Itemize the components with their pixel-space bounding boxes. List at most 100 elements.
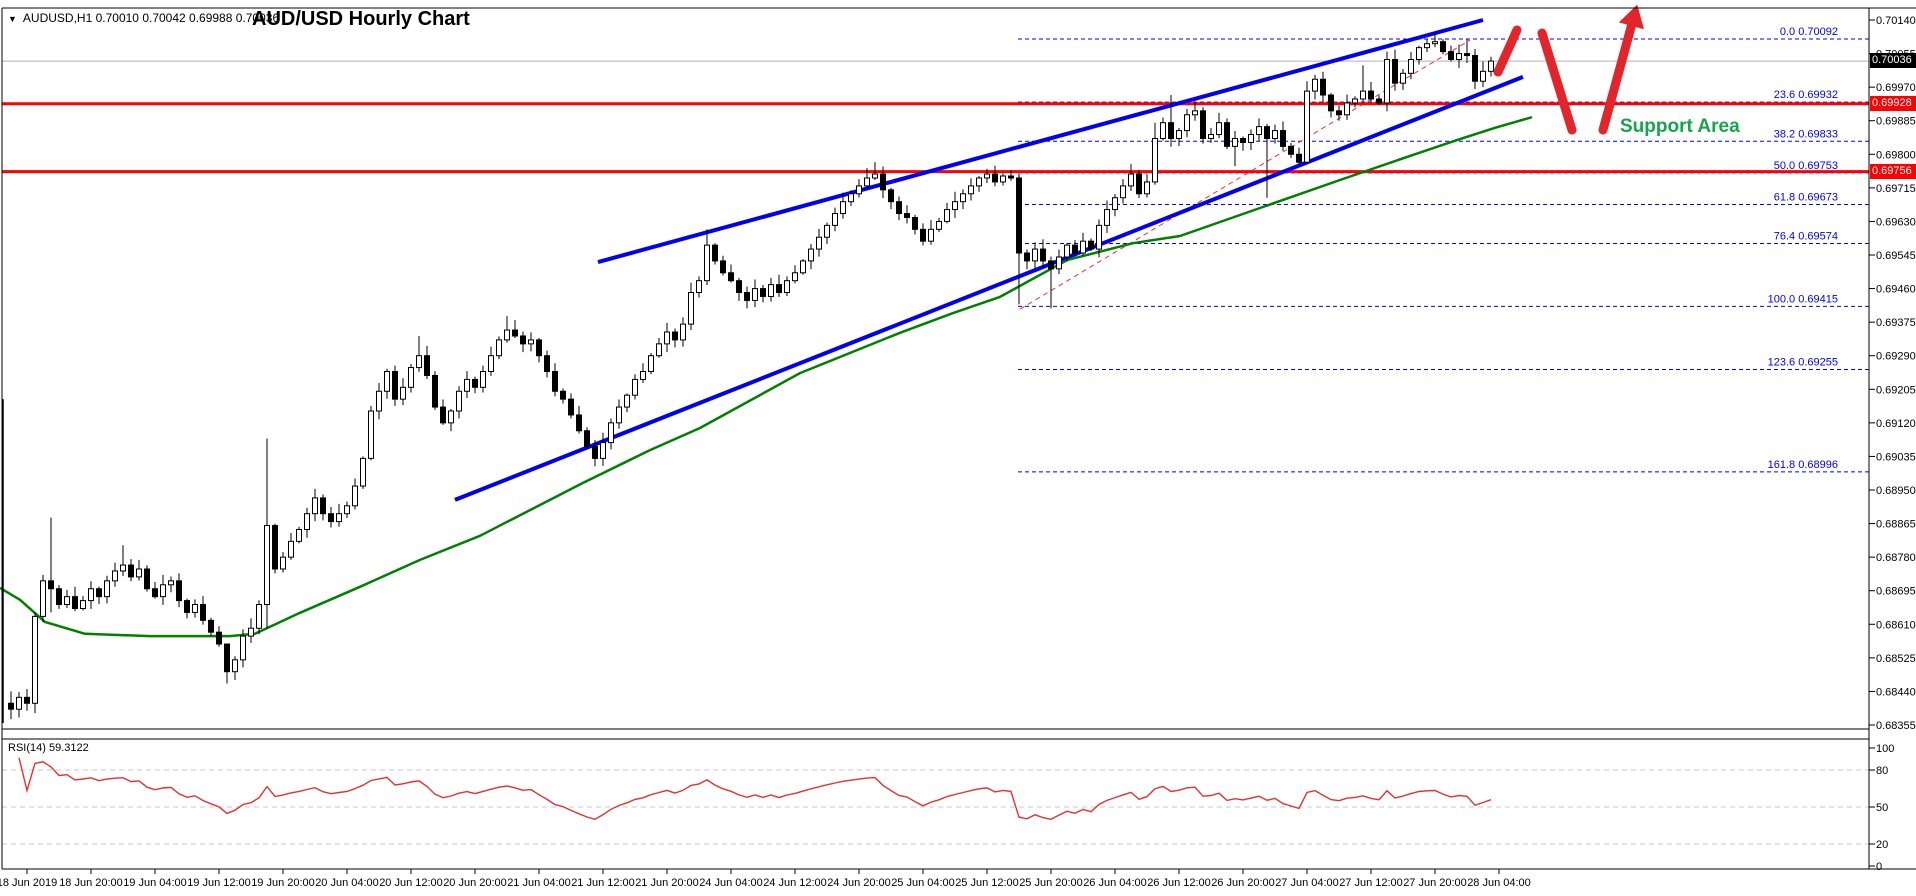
candle-body — [840, 201, 846, 215]
candle-body — [304, 513, 310, 530]
candle-body — [640, 371, 646, 380]
candle-body — [352, 485, 358, 507]
candle-body — [856, 185, 862, 195]
candle-body — [920, 228, 926, 242]
candle-body — [1072, 244, 1078, 254]
candle-body — [704, 244, 710, 282]
candle-body — [1352, 98, 1358, 104]
time-axis-label: 26 Jun 12:00 — [1147, 877, 1211, 889]
candle-body — [960, 193, 966, 203]
candle-body — [720, 260, 726, 274]
price-axis-label: 0.70140 — [1876, 15, 1916, 27]
candle-body — [1184, 114, 1190, 132]
candle-body — [1328, 94, 1334, 112]
chart-title: AUD/USD Hourly Chart — [252, 8, 470, 30]
candle-body — [1216, 122, 1222, 136]
candle-body — [952, 201, 958, 211]
candle-body — [1240, 137, 1246, 143]
candle-body — [1032, 248, 1038, 262]
candle-body — [536, 339, 542, 357]
candle-body — [544, 355, 550, 373]
candle-body — [1488, 60, 1494, 72]
candle-body — [1424, 43, 1430, 49]
candle-body — [152, 588, 158, 598]
candle-body — [872, 173, 878, 179]
candle-body — [1320, 78, 1326, 96]
candle-body — [1168, 122, 1174, 139]
channel-upper-trendline — [597, 18, 1484, 265]
candle-body — [552, 371, 558, 392]
candle-body — [16, 696, 22, 710]
time-axis-label: 19 Jun 20:00 — [251, 877, 315, 889]
price-axis-label: 0.68865 — [1876, 519, 1916, 531]
price-axis-label: 0.68695 — [1876, 586, 1916, 598]
candle-body — [592, 446, 598, 459]
fib-level-label: 50.0 0.69753 — [1774, 160, 1838, 172]
candle-body — [768, 284, 774, 297]
candle-body — [208, 619, 214, 633]
candle-body — [480, 371, 486, 388]
candle-body — [64, 596, 70, 606]
candle-body — [264, 525, 270, 606]
candle-body — [928, 228, 934, 242]
candle-body — [464, 378, 470, 392]
candle-body — [656, 343, 662, 357]
candle-body — [784, 280, 790, 294]
time-axis-label: 27 Jun 12:00 — [1339, 877, 1403, 889]
candle-body — [1400, 72, 1406, 84]
time-axis-label: 20 Jun 20:00 — [443, 877, 507, 889]
candle-body — [1288, 145, 1294, 155]
candle-body — [1088, 240, 1094, 250]
candle-body — [112, 570, 118, 582]
candle-body — [1064, 244, 1070, 258]
candle-body — [792, 272, 798, 282]
time-axis-label: 27 Jun 20:00 — [1403, 877, 1467, 889]
candle-body — [696, 280, 702, 294]
candle-body — [160, 584, 166, 598]
time-axis-label: 24 Jun 12:00 — [763, 877, 827, 889]
candle-body — [1456, 53, 1462, 60]
time-axis-label: 18 Jun 2019 — [0, 877, 57, 889]
candle-body — [808, 248, 814, 262]
candle-body — [944, 209, 950, 222]
candle-body — [1256, 126, 1262, 136]
candle-body — [1312, 78, 1318, 92]
candle-body — [648, 355, 654, 373]
price-axis-label: 0.68440 — [1876, 686, 1916, 698]
candle-body — [232, 659, 238, 673]
price-axis-label: 0.69460 — [1876, 284, 1916, 296]
candle-body — [1408, 58, 1414, 74]
moving-average-line — [0, 115, 1533, 638]
candle-body — [48, 580, 54, 590]
candle-body — [1112, 197, 1118, 211]
time-axis-label: 25 Jun 04:00 — [891, 877, 955, 889]
price-axis-label: 0.69715 — [1876, 183, 1916, 195]
candle-body — [560, 390, 566, 400]
arrow-stroke — [1537, 28, 1577, 135]
candle-body — [240, 635, 246, 661]
candle-body — [280, 556, 286, 570]
candle-body — [1296, 153, 1302, 163]
arrow-stroke — [1493, 25, 1522, 77]
time-axis-label: 20 Jun 12:00 — [379, 877, 443, 889]
candle-body — [688, 292, 694, 325]
candle-body — [1272, 130, 1278, 139]
candle-body — [736, 280, 742, 294]
candle-body — [752, 288, 758, 301]
symbol-dropdown-icon[interactable]: ▼ — [8, 13, 17, 24]
candle-body — [1336, 110, 1342, 116]
candle-body — [184, 600, 190, 613]
price-axis-label: 0.69970 — [1876, 82, 1916, 94]
candle-body — [200, 604, 206, 621]
candle-body — [776, 284, 782, 294]
candle-body — [1104, 209, 1110, 226]
candle-body — [936, 220, 942, 230]
time-axis-label: 26 Jun 04:00 — [1083, 877, 1147, 889]
time-axis-label: 26 Jun 20:00 — [1211, 877, 1275, 889]
candle-body — [744, 292, 750, 301]
candle-body — [1152, 137, 1158, 183]
price-axis-label: 0.68780 — [1876, 552, 1916, 564]
candle-body — [600, 442, 606, 459]
price-tag-current: 0.70036 — [1870, 53, 1916, 69]
